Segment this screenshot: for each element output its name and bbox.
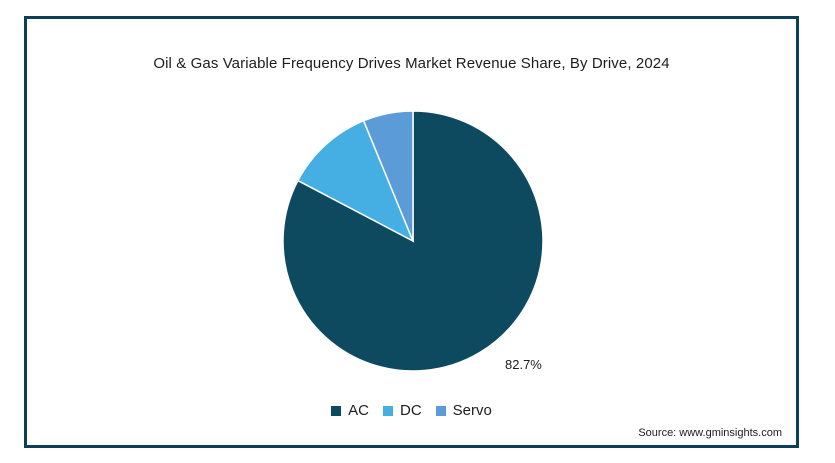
chart-frame: Oil & Gas Variable Frequency Drives Mark…	[24, 16, 799, 448]
legend-item-servo: Servo	[435, 402, 492, 419]
data-label-ac: 82.7%	[505, 357, 542, 372]
source-note: Source: www.gminsights.com	[638, 427, 782, 439]
pie-chart: 82.7%	[282, 110, 544, 372]
chart-legend: AC DC Servo	[27, 402, 796, 419]
legend-label: AC	[348, 402, 369, 419]
pie-slice-dc	[296, 119, 415, 243]
legend-swatch	[382, 405, 393, 416]
legend-swatch	[435, 405, 446, 416]
pie-slice-servo	[362, 110, 414, 242]
legend-label: Servo	[452, 402, 492, 419]
legend-item-ac: AC	[331, 402, 369, 419]
pie-data-labels: 82.7%	[505, 357, 542, 372]
chart-title: Oil & Gas Variable Frequency Drives Mark…	[153, 55, 670, 72]
legend-swatch	[331, 405, 342, 416]
pie-slices	[282, 110, 544, 372]
legend-item-dc: DC	[382, 402, 422, 419]
legend-label: DC	[399, 402, 422, 419]
